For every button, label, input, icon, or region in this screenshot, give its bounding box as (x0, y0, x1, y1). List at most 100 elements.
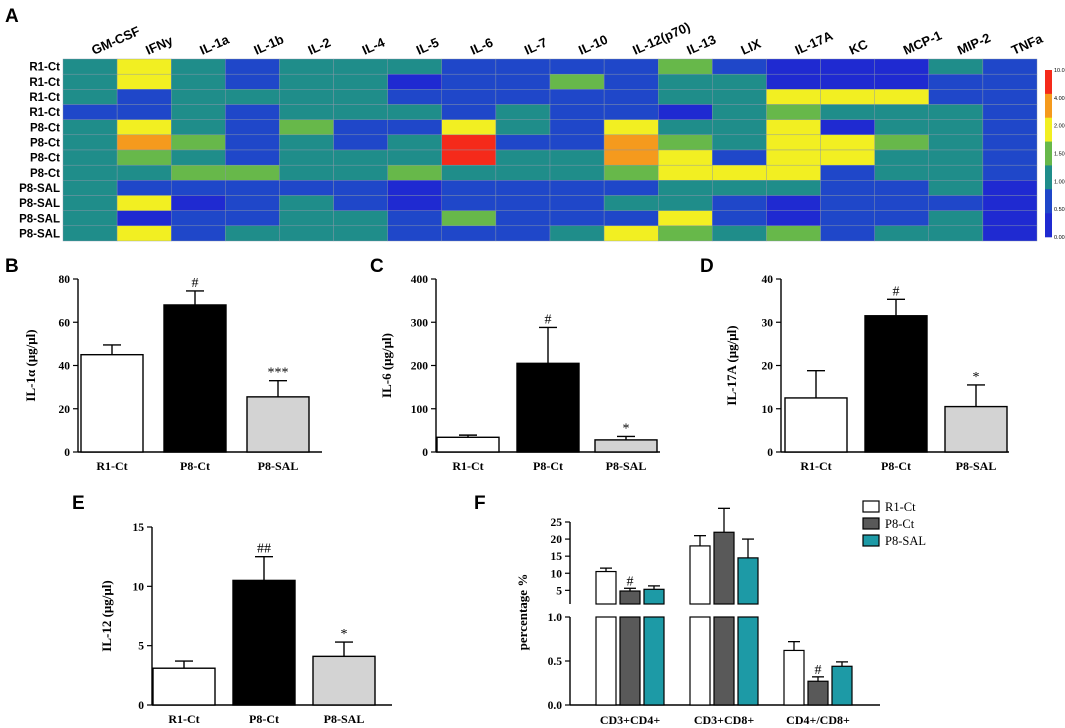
heatmap-cell (820, 119, 875, 136)
heatmap-cell (387, 89, 442, 105)
heatmap-cell (766, 210, 821, 227)
heatmap-cell (279, 58, 334, 75)
heatmap-cell (549, 195, 605, 211)
heatmap-cell (495, 210, 551, 227)
y-tick-label: 300 (411, 317, 429, 329)
heatmap-cell (766, 134, 821, 151)
heatmap-cell (116, 104, 172, 120)
bar-upper (689, 545, 711, 605)
heatmap-cell (333, 195, 388, 211)
heatmap-cell (982, 210, 1038, 227)
heatmap-cell (441, 104, 497, 120)
bar (807, 680, 829, 706)
heatmap-cell (62, 58, 118, 75)
y-tick-label: 15 (133, 522, 145, 534)
heatmap-cell (387, 104, 442, 120)
heatmap-column-label: KC (847, 36, 871, 58)
heatmap-cell (549, 119, 605, 136)
heatmap-cell (279, 134, 334, 151)
heatmap-cell (495, 73, 551, 90)
heatmap-cell (171, 89, 226, 105)
heatmap-cell (982, 164, 1038, 181)
bar-upper (737, 557, 759, 605)
heatmap-cell (495, 119, 551, 136)
heatmap-column-label: TNFa (1009, 30, 1045, 57)
heatmap-cell (874, 180, 929, 196)
heatmap-cell (62, 104, 118, 120)
bar (312, 655, 376, 706)
x-category-label: R1-Ct (168, 712, 199, 726)
heatmap-cell (116, 58, 172, 75)
heatmap-cell (603, 134, 659, 151)
heatmap-cell (333, 58, 388, 75)
heatmap-cell (820, 58, 875, 75)
heatmap-row-label: P8-Ct (30, 168, 60, 180)
panel-letter-f: F (474, 493, 486, 514)
heatmap-cell (928, 164, 984, 181)
heatmap-cell (658, 104, 713, 120)
heatmap-cell (820, 134, 875, 151)
heatmap-cell (279, 119, 334, 136)
y-tick-label: 1.0 (548, 612, 563, 624)
heatmap-cell (225, 89, 280, 105)
x-category-label: P8-Ct (249, 712, 279, 726)
heatmap-cell (333, 104, 388, 120)
heatmap-cell (820, 180, 875, 196)
heatmap-cell (982, 195, 1038, 211)
bar-lower (619, 616, 641, 706)
heatmap-cell (279, 210, 334, 227)
heatmap-cell (62, 225, 118, 242)
heatmap-legend-tick: 1.50 (1054, 152, 1065, 158)
heatmap-cell (549, 58, 605, 75)
heatmap-cell (116, 225, 172, 242)
heatmap-cell (333, 149, 388, 166)
significance-marker: * (623, 421, 630, 436)
heatmap-cell (333, 225, 388, 242)
bar (594, 439, 658, 453)
heatmap-cell (603, 225, 659, 242)
heatmap-cell (820, 73, 875, 90)
bar-upper (619, 590, 641, 605)
heatmap-cell (820, 225, 875, 242)
x-category-label: R1-Ct (96, 459, 127, 473)
x-category-label: P8-Ct (180, 459, 210, 473)
heatmap-cell (982, 89, 1038, 105)
bar-lower (737, 616, 759, 706)
heatmap-cell (62, 134, 118, 151)
heatmap-column-label: IL-2 (306, 35, 333, 58)
heatmap-column-label: IL-13 (684, 32, 718, 58)
panel-letter-a: A (5, 6, 19, 27)
heatmap-cell (603, 195, 659, 211)
panel-letter-d: D (700, 256, 714, 277)
heatmap-cell (928, 195, 984, 211)
heatmap-cell (387, 225, 442, 242)
heatmap-cell (171, 104, 226, 120)
heatmap-cell (712, 225, 767, 242)
heatmap-cell (982, 58, 1038, 75)
heatmap-cell (874, 119, 929, 136)
heatmap-cell (982, 180, 1038, 196)
heatmap-cell (441, 225, 497, 242)
heatmap-cell (549, 225, 605, 242)
heatmap-cell (766, 119, 821, 136)
heatmap-legend-tick: 2.00 (1054, 124, 1065, 130)
heatmap-cell (712, 149, 767, 166)
bar-upper (713, 531, 735, 605)
heatmap-cell (874, 73, 929, 90)
heatmap-cell (603, 149, 659, 166)
heatmap-cell (766, 149, 821, 166)
legend-swatch (862, 534, 880, 547)
heatmap-row-label: P8-SAL (19, 228, 60, 240)
bar-lower (689, 616, 711, 706)
heatmap-cell (225, 210, 280, 227)
bar-lower (595, 616, 617, 706)
y-tick-label: 40 (59, 361, 71, 373)
heatmap-cell (333, 180, 388, 196)
y-axis-title: IL-12 (μg/μl) (99, 580, 114, 651)
heatmap-cell (928, 134, 984, 151)
bar-lower (643, 616, 665, 706)
heatmap-cell (658, 149, 713, 166)
heatmap-cell (495, 225, 551, 242)
heatmap-cell (874, 164, 929, 181)
heatmap-cell (116, 134, 172, 151)
